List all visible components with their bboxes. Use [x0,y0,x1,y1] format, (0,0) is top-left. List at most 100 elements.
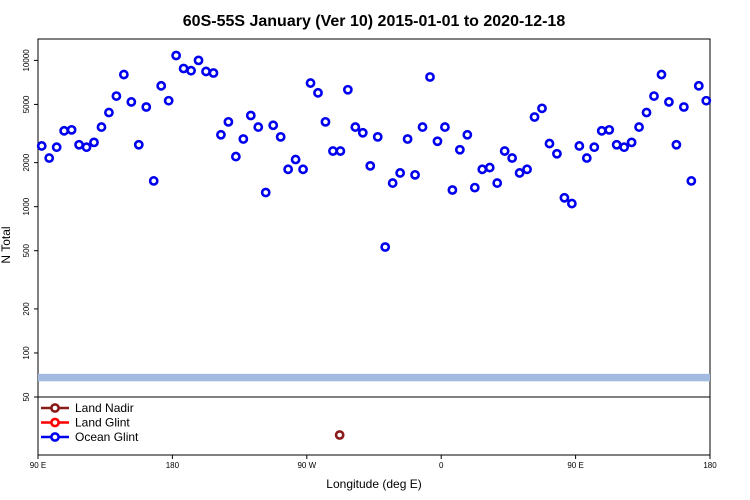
y-tick-label: 50 [22,392,31,401]
ocean-glint-point [440,122,450,132]
legend-marker-ocean-glint [50,432,60,442]
ocean-glint-point [342,84,353,95]
ocean-glint-point [148,176,159,186]
x-tick-label: 180 [166,461,180,470]
ocean-glint-point [245,110,256,121]
ocean-glint-point [171,50,182,61]
ocean-glint-point [178,63,189,74]
ocean-glint-point [320,116,331,127]
ocean-glint-point [141,102,152,112]
ocean-glint-point [589,142,600,153]
plot-frame [37,38,711,398]
ocean-glint-point [559,192,570,203]
ocean-glint-point [447,185,458,195]
ocean-glint-point [238,134,249,144]
ocean-glint-point [380,242,391,252]
ocean-glint-point [372,131,383,142]
ocean-glint-point [230,151,241,162]
ocean-glint-point [574,141,585,151]
y-axis: 50 100 200 500 1000 2000 5000 10000 [22,49,38,401]
ocean-glint-point [357,127,368,138]
ocean-glint-point [484,162,495,173]
band-layer [38,373,710,382]
ocean-glint-point [96,122,107,132]
y-tick-label: 500 [22,243,31,257]
ocean-glint-point [111,91,122,101]
y-axis-label: N Total [0,226,13,263]
ocean-glint-point [89,137,99,148]
x-tick-label: 0 [439,461,444,470]
ocean-glint-point [492,178,503,188]
ocean-glint-point [268,120,279,131]
x-axis-label: Longitude (deg E) [326,477,421,491]
ocean-glint-point [313,87,323,98]
ocean-glint-point [544,138,555,149]
ocean-glint-point [410,169,420,180]
ocean-glint-point [499,146,510,156]
ocean-glint-point [74,139,84,150]
y-tick-label: 200 [22,302,31,316]
ocean-glint-point [417,122,428,132]
ocean-glint-point [290,154,301,165]
ocean-glint-point [350,122,361,132]
ocean-glint-point [537,103,547,114]
ocean-glint-point [454,144,465,155]
legend-label-land-glint: Land Glint [75,416,130,430]
y-tick-label: 1000 [22,197,31,215]
ocean-glint-point [611,139,622,150]
legend-label-ocean-glint: Ocean Glint [75,430,139,444]
ocean-glint-point [649,91,659,101]
coverage-band [38,373,710,382]
ocean-glint-point [514,168,525,178]
ocean-glint-point [156,80,167,91]
ocean-glint-point [656,69,667,80]
ocean-glint-point [425,72,435,82]
ocean-glint-point [693,80,704,91]
ocean-glint-point [552,148,562,159]
ocean-glint-point [671,139,682,150]
ocean-glint-point [44,153,55,163]
x-tick-label: 90 E [30,461,46,470]
x-tick-label: 180 [703,461,717,470]
x-tick-label: 90 W [297,461,316,470]
points-layer [36,50,712,440]
ocean-glint-point [66,124,77,135]
ocean-glint-point [365,160,376,171]
ocean-glint-point [133,139,144,150]
chart-title: 60S-55S January (Ver 10) 2015-01-01 to 2… [183,13,566,30]
ocean-glint-point [253,122,264,132]
ocean-glint-point [163,95,174,106]
ocean-glint-point [335,146,346,156]
ocean-glint-point [529,112,540,122]
x-axis: 90 E 180 90 W 0 90 E 180 [30,455,717,470]
ocean-glint-point [596,125,607,136]
ocean-glint-point [328,146,338,156]
ocean-glint-point [701,95,712,106]
ocean-glint-point [507,153,518,163]
ocean-glint-point [275,131,286,142]
ocean-glint-point [581,153,592,163]
ocean-glint-point [298,164,308,175]
land-nadir-point [334,430,345,440]
ocean-glint-point [104,107,114,118]
ocean-glint-point [477,164,488,175]
ocean-glint-point [59,125,70,136]
ocean-glint-point [522,164,532,175]
ocean-glint-point [36,141,47,151]
ocean-glint-point [462,129,473,140]
ocean-glint-point [664,97,674,107]
ocean-glint-point [283,164,294,175]
ocean-glint-point [678,102,689,112]
ocean-glint-point [619,142,630,153]
ocean-glint-point [402,134,413,144]
ocean-glint-point [566,198,577,209]
y-tick-label: 100 [22,346,31,360]
y-tick-label: 2000 [22,153,31,171]
ocean-glint-point [634,122,644,132]
ocean-glint-point [432,136,443,147]
ocean-glint-point [260,187,271,198]
legend-marker-land-glint [50,417,60,428]
y-tick-label: 10000 [22,49,31,72]
